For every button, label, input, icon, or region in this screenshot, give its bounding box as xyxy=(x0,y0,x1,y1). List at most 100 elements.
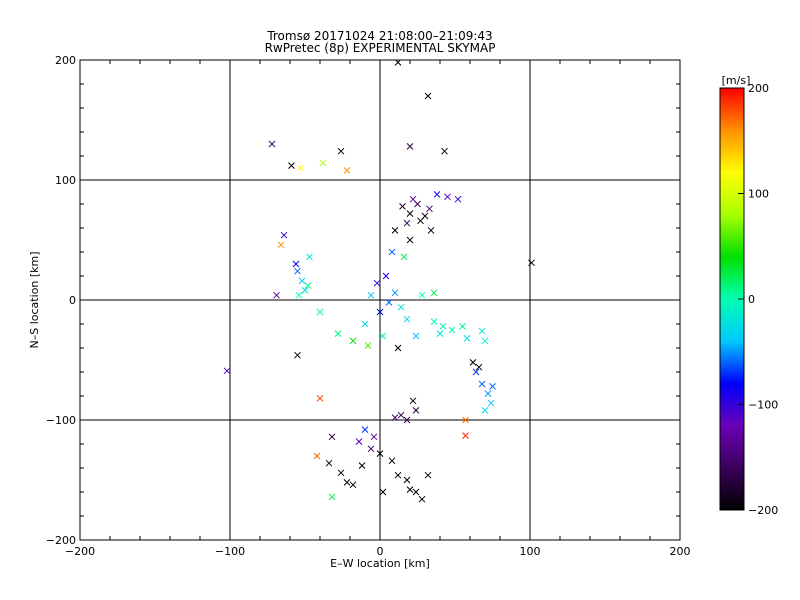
cross-marker xyxy=(424,471,432,479)
cross-marker xyxy=(391,414,399,421)
cross-marker xyxy=(306,253,313,261)
cross-marker xyxy=(313,452,321,460)
x-tick-label: −200 xyxy=(65,545,95,558)
cross-marker xyxy=(417,217,424,225)
cross-marker xyxy=(319,159,327,167)
cross-marker xyxy=(388,248,396,256)
cross-marker xyxy=(427,227,435,234)
cross-marker xyxy=(394,344,402,352)
cross-marker xyxy=(376,450,384,457)
cross-marker xyxy=(316,395,324,402)
cross-marker xyxy=(361,320,369,328)
cross-marker xyxy=(439,323,447,330)
cross-marker xyxy=(223,367,231,375)
cross-marker xyxy=(337,147,345,155)
cross-marker xyxy=(295,291,303,299)
cross-marker xyxy=(355,438,363,445)
cross-marker xyxy=(484,390,492,397)
cross-marker xyxy=(409,195,417,203)
cross-marker xyxy=(412,488,420,496)
cross-marker xyxy=(462,432,469,439)
cross-marker xyxy=(463,335,471,342)
cross-marker xyxy=(406,486,414,493)
cross-marker xyxy=(349,481,357,489)
y-tick-label: 0 xyxy=(69,294,76,307)
x-tick-label: −100 xyxy=(215,545,245,558)
cross-marker xyxy=(412,332,420,340)
cross-marker xyxy=(400,253,408,261)
cross-marker xyxy=(349,337,357,345)
cross-marker xyxy=(469,359,477,366)
x-axis-label: E–W location [km] xyxy=(330,557,430,570)
cross-marker xyxy=(294,267,301,275)
cross-marker xyxy=(268,140,276,148)
cross-marker xyxy=(403,315,411,323)
y-axis-label: N–S location [km] xyxy=(28,251,41,348)
chart-title: Tromsø 20171024 21:08:00–21:09:43 xyxy=(266,29,492,43)
data-markers xyxy=(223,60,535,503)
cross-marker xyxy=(424,92,432,100)
cross-marker xyxy=(316,308,324,316)
colorbar-tick-label: 200 xyxy=(748,82,769,95)
cross-marker xyxy=(409,397,417,405)
colorbar-ticks: 200 100 0 −100 −200 xyxy=(738,82,778,517)
x-tick-label: 200 xyxy=(670,545,691,558)
cross-marker xyxy=(298,277,306,285)
cross-marker xyxy=(448,326,456,334)
cross-marker xyxy=(337,469,345,477)
cross-marker xyxy=(325,459,333,467)
cross-marker xyxy=(361,426,369,433)
cross-marker xyxy=(277,241,285,249)
axis-ticks: −200 −100 0 100 200 −200 −100 0 100 200 xyxy=(46,54,691,558)
cross-marker xyxy=(418,291,426,299)
cross-marker xyxy=(397,411,405,419)
cross-marker xyxy=(294,351,301,359)
chart-subtitle: RwPretec (8p) EXPERIMENTAL SKYMAP xyxy=(265,41,496,55)
cross-marker xyxy=(430,289,438,297)
cross-marker xyxy=(406,143,414,150)
cross-marker xyxy=(462,416,469,424)
cross-marker xyxy=(399,203,406,210)
cross-marker xyxy=(406,210,414,217)
cross-marker xyxy=(481,407,489,414)
cross-marker xyxy=(472,368,480,376)
cross-marker xyxy=(528,259,535,267)
cross-marker xyxy=(367,445,375,453)
cross-marker xyxy=(454,195,462,203)
cross-marker xyxy=(397,303,405,311)
colorbar-tick-label: −100 xyxy=(748,399,778,412)
colorbar-tick-label: 100 xyxy=(748,188,769,201)
cross-marker xyxy=(412,407,420,414)
cross-marker xyxy=(273,291,280,299)
y-tick-label: −200 xyxy=(46,534,76,547)
cross-marker xyxy=(403,416,411,424)
cross-marker xyxy=(441,147,448,155)
cross-marker xyxy=(388,457,396,465)
cross-marker xyxy=(478,327,486,335)
colorbar-tick-label: −200 xyxy=(748,504,778,517)
cross-marker xyxy=(328,493,336,501)
cross-marker xyxy=(367,291,375,299)
y-tick-label: −100 xyxy=(46,414,76,427)
cross-marker xyxy=(376,308,384,316)
cross-marker xyxy=(370,433,378,441)
x-tick-label: 0 xyxy=(377,545,384,558)
cross-marker xyxy=(418,495,426,503)
cross-marker xyxy=(489,383,496,390)
cross-marker xyxy=(280,231,288,239)
cross-marker xyxy=(444,193,451,201)
cross-marker xyxy=(379,488,387,496)
y-tick-label: 200 xyxy=(55,54,76,67)
cross-marker xyxy=(364,342,372,349)
cross-marker xyxy=(304,282,312,289)
cross-marker xyxy=(436,330,444,337)
y-tick-label: 100 xyxy=(55,174,76,187)
cross-marker xyxy=(430,318,438,325)
cross-marker xyxy=(406,236,414,244)
colorbar-tick-label: 0 xyxy=(748,293,755,306)
cross-marker xyxy=(358,462,366,469)
cross-marker xyxy=(301,287,309,294)
colorbar-label: [m/s] xyxy=(722,74,751,87)
cross-marker xyxy=(328,433,336,441)
